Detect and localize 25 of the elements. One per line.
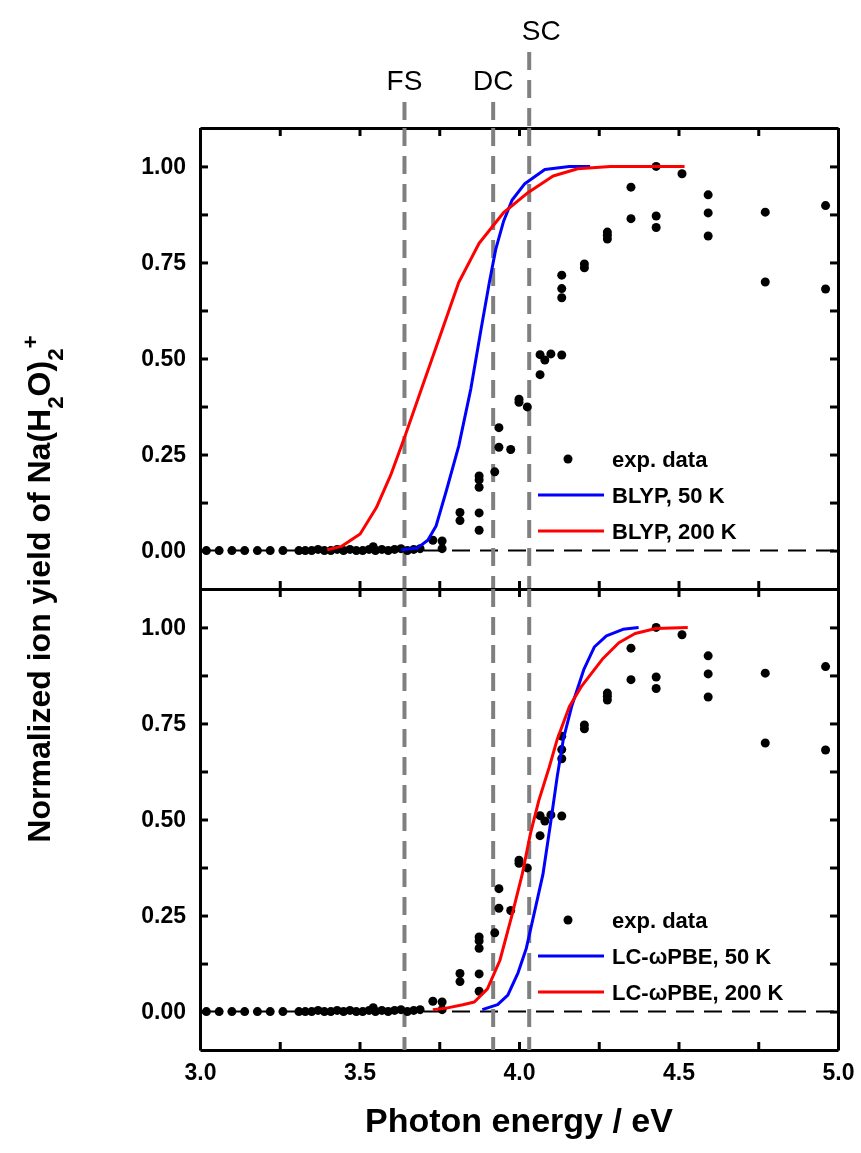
x-axis-title: Photon energy / eV bbox=[365, 1101, 674, 1139]
y-tick-label: 0.50 bbox=[141, 345, 186, 372]
y-tick-label: 0.75 bbox=[141, 249, 187, 276]
x-tick-label: 3.0 bbox=[184, 1059, 217, 1086]
y-tick-label: 0.00 bbox=[141, 998, 186, 1025]
ref-line-label: DC bbox=[472, 65, 514, 96]
y-tick-label: 1.00 bbox=[141, 614, 186, 641]
legend-label: BLYP, 200 K bbox=[612, 519, 737, 544]
x-tick-label: 5.0 bbox=[822, 1059, 855, 1086]
legend-label: BLYP, 50 K bbox=[612, 483, 725, 508]
ref-line-label: SC bbox=[521, 15, 561, 46]
x-tick-label: 4.0 bbox=[503, 1059, 536, 1086]
x-tick-label: 4.5 bbox=[663, 1059, 696, 1086]
x-tick-label: 3.5 bbox=[344, 1059, 377, 1086]
legend-label: exp. data bbox=[612, 447, 709, 472]
y-tick-label: 0.50 bbox=[141, 806, 186, 833]
y-tick-label: 0.25 bbox=[141, 902, 187, 929]
legend-label: LC-ωPBE, 50 K bbox=[612, 944, 772, 969]
y-tick-label: 0.00 bbox=[141, 537, 186, 564]
y-tick-label: 0.75 bbox=[141, 710, 187, 737]
ref-line-label: FS bbox=[386, 65, 423, 96]
legend-label: exp. data bbox=[612, 908, 709, 933]
y-tick-label: 0.25 bbox=[141, 441, 187, 468]
y-tick-label: 1.00 bbox=[141, 153, 186, 180]
legend-label: LC-ωPBE, 200 K bbox=[612, 980, 784, 1005]
